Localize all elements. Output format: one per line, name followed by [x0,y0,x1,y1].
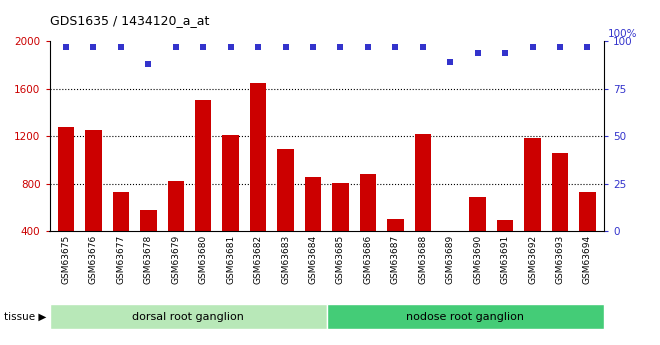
Bar [140,210,156,279]
Bar [332,183,348,279]
Bar [552,153,568,279]
Bar [85,130,102,279]
Text: GSM63681: GSM63681 [226,235,235,284]
Text: GSM63679: GSM63679 [171,235,180,284]
Text: GSM63680: GSM63680 [199,235,208,284]
Point [473,50,483,56]
Bar [469,197,486,279]
Text: GSM63677: GSM63677 [116,235,125,284]
Bar [497,220,513,279]
Point [500,50,510,56]
Text: nodose root ganglion: nodose root ganglion [407,312,524,322]
Point [61,44,71,50]
Bar [305,177,321,279]
Text: GSM63686: GSM63686 [364,235,372,284]
Bar [442,232,459,279]
Text: 100%: 100% [608,29,638,39]
Bar [50,304,327,329]
Point [115,44,126,50]
Point [308,44,318,50]
Text: GSM63689: GSM63689 [446,235,455,284]
Point [554,44,565,50]
Point [280,44,291,50]
Text: GSM63691: GSM63691 [500,235,510,284]
Point [88,44,99,50]
Point [445,59,455,65]
Bar [113,192,129,279]
Text: GSM63693: GSM63693 [556,235,564,284]
Text: tissue ▶: tissue ▶ [4,312,46,322]
Point [418,44,428,50]
Text: GSM63684: GSM63684 [308,235,317,284]
Text: GSM63678: GSM63678 [144,235,153,284]
Text: GSM63685: GSM63685 [336,235,345,284]
Point [225,44,236,50]
Text: GDS1635 / 1434120_a_at: GDS1635 / 1434120_a_at [50,14,209,27]
Point [143,61,154,67]
Point [582,44,593,50]
Bar [414,135,431,279]
Text: GSM63675: GSM63675 [61,235,71,284]
Bar [277,149,294,279]
Point [253,44,263,50]
Bar [579,192,596,279]
Text: GSM63690: GSM63690 [473,235,482,284]
Text: GSM63692: GSM63692 [528,235,537,284]
Text: GSM63683: GSM63683 [281,235,290,284]
Text: GSM63682: GSM63682 [253,235,263,284]
Bar [387,219,403,279]
Point [390,44,401,50]
Bar [57,127,74,279]
Text: GSM63676: GSM63676 [89,235,98,284]
Bar [250,83,267,279]
Text: GSM63687: GSM63687 [391,235,400,284]
Bar [327,304,604,329]
Text: GSM63688: GSM63688 [418,235,427,284]
Point [527,44,538,50]
Bar [360,174,376,279]
Point [335,44,346,50]
Bar [168,181,184,279]
Text: dorsal root ganglion: dorsal root ganglion [132,312,244,322]
Point [198,44,209,50]
Bar [222,135,239,279]
Point [170,44,181,50]
Text: GSM63694: GSM63694 [583,235,592,284]
Bar [195,99,211,279]
Point [362,44,373,50]
Bar [524,138,541,279]
